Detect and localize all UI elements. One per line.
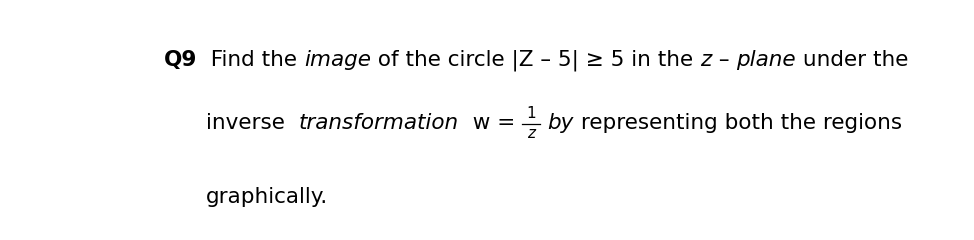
Text: graphically.: graphically.: [206, 186, 328, 206]
Text: z: z: [700, 50, 712, 70]
Text: 1: 1: [526, 106, 536, 120]
Text: inverse: inverse: [206, 113, 299, 132]
Text: under the: under the: [796, 50, 908, 70]
Text: Find the: Find the: [198, 50, 304, 70]
Text: Q9: Q9: [164, 50, 198, 70]
Text: of the circle |Z – 5| ≥ 5 in the: of the circle |Z – 5| ≥ 5 in the: [371, 50, 700, 71]
Text: transformation: transformation: [299, 113, 459, 132]
Text: plane: plane: [736, 50, 796, 70]
Text: –: –: [712, 50, 736, 70]
Text: representing both the regions: representing both the regions: [574, 113, 902, 132]
Text: image: image: [304, 50, 371, 70]
Text: z: z: [527, 126, 535, 141]
Text: by: by: [547, 113, 574, 132]
Text: w =: w =: [459, 113, 522, 132]
